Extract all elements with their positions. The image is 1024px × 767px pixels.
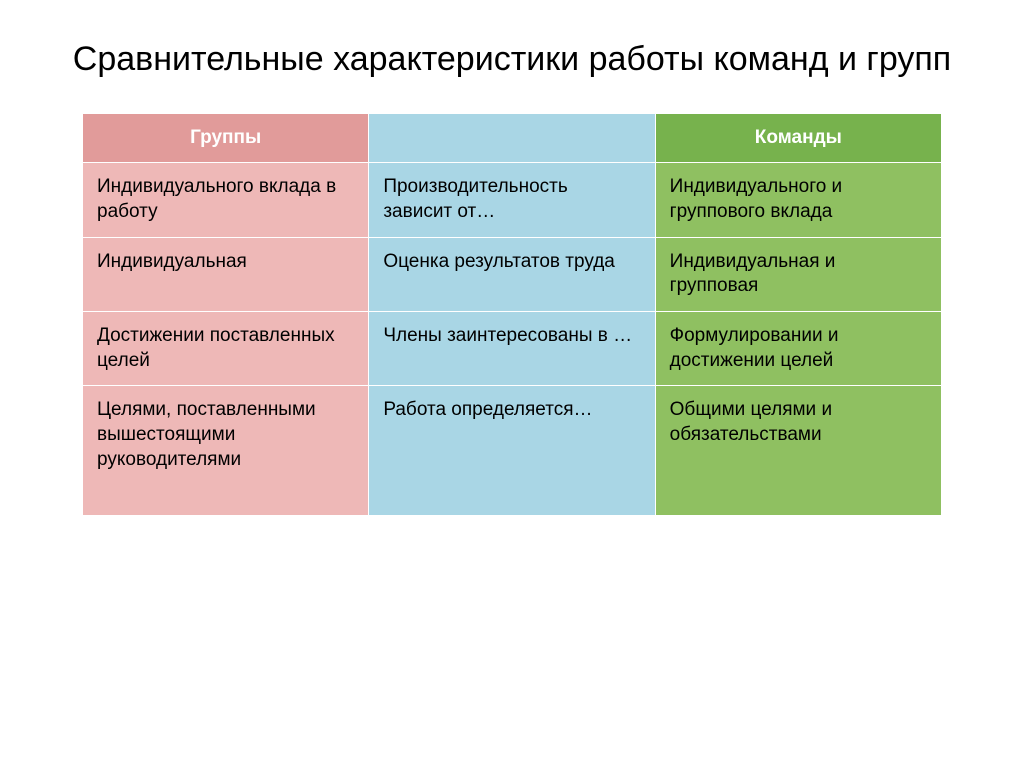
table-header-row: Группы Команды (83, 113, 942, 163)
header-middle (369, 113, 655, 163)
cell-teams: Индивидуального и группового вклада (655, 163, 941, 237)
cell-groups: Индивидуального вклада в работу (83, 163, 369, 237)
cell-middle: Члены заинтересованы в … (369, 311, 655, 385)
cell-teams: Индивидуальная и групповая (655, 237, 941, 311)
cell-middle: Производительность зависит от… (369, 163, 655, 237)
cell-groups: Целями, поставленными вышестоящими руков… (83, 386, 369, 516)
header-groups: Группы (83, 113, 369, 163)
comparison-table: Группы Команды Индивидуального вклада в … (82, 113, 942, 517)
cell-teams: Формулировании и достижении целей (655, 311, 941, 385)
header-teams: Команды (655, 113, 941, 163)
cell-teams: Общими целями и обязательствами (655, 386, 941, 516)
cell-groups: Достижении поставленных целей (83, 311, 369, 385)
cell-groups: Индивидуальная (83, 237, 369, 311)
page-title: Сравнительные характеристики работы кома… (73, 38, 951, 81)
cell-middle: Оценка результатов труда (369, 237, 655, 311)
table-row: Целями, поставленными вышестоящими руков… (83, 386, 942, 516)
table-row: Индивидуальная Оценка результатов труда … (83, 237, 942, 311)
table-row: Достижении поставленных целей Члены заин… (83, 311, 942, 385)
cell-middle: Работа определяется… (369, 386, 655, 516)
table-row: Индивидуального вклада в работу Производ… (83, 163, 942, 237)
